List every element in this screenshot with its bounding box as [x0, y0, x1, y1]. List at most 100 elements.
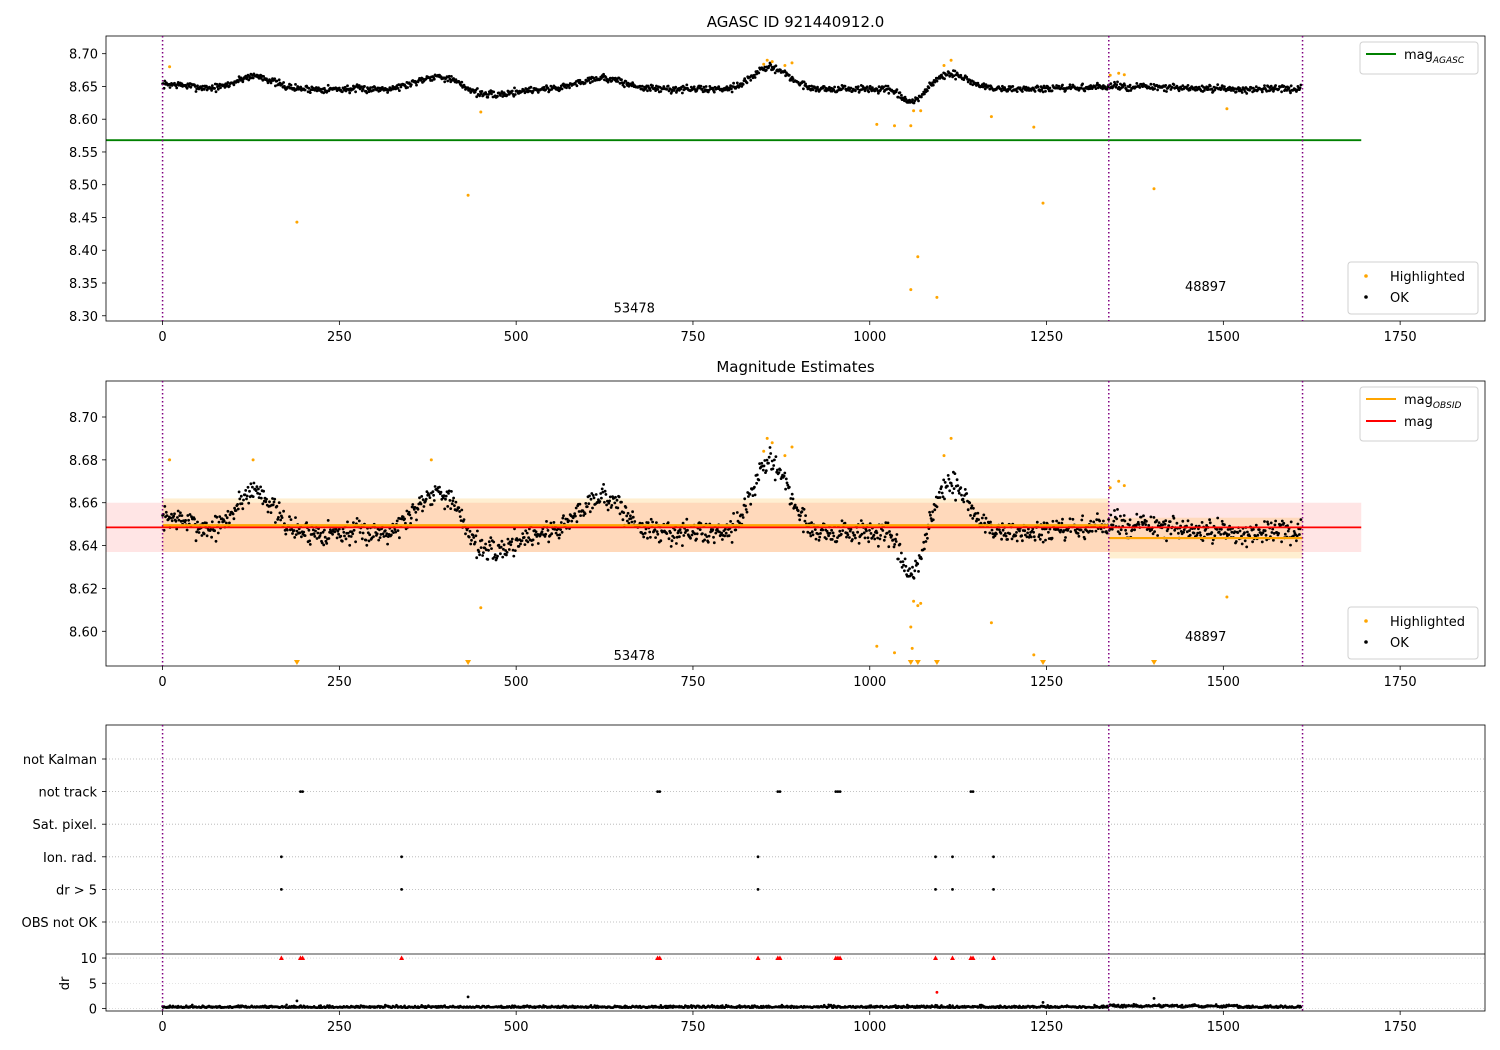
- ok-point: [965, 492, 969, 495]
- ok-point: [711, 86, 715, 90]
- ok-point: [284, 532, 288, 536]
- ok-point: [1263, 529, 1267, 533]
- ok-point: [938, 76, 942, 80]
- ok-point: [172, 514, 176, 518]
- highlighted-point: [1032, 653, 1036, 657]
- ok-point: [1018, 529, 1021, 533]
- ok-point: [449, 507, 453, 510]
- ok-point: [679, 531, 683, 534]
- ok-point: [931, 83, 935, 87]
- flag-point: [969, 790, 973, 793]
- ok-point: [1186, 84, 1190, 87]
- ok-point: [912, 101, 916, 105]
- ok-point: [1230, 530, 1234, 534]
- ok-point: [367, 539, 371, 543]
- ok-point: [901, 560, 905, 563]
- ok-point: [1298, 86, 1302, 90]
- ok-point: [610, 504, 614, 507]
- ok-point: [547, 540, 551, 544]
- ok-point: [1089, 519, 1093, 523]
- highlighted-point: [1152, 187, 1156, 191]
- clipped-marker: [914, 660, 921, 665]
- ok-point: [558, 533, 562, 537]
- ok-point: [414, 510, 418, 514]
- ok-point: [348, 91, 352, 95]
- legend-label-subscript: OBSID: [1433, 401, 1462, 411]
- ok-point: [769, 452, 773, 455]
- ok-point: [509, 543, 513, 547]
- ok-point: [201, 522, 205, 525]
- ok-point: [168, 86, 172, 89]
- ok-point: [879, 534, 882, 537]
- ok-point: [1018, 86, 1022, 90]
- highlighted-point: [916, 255, 920, 259]
- ok-point: [1011, 85, 1015, 88]
- ok-point: [758, 462, 761, 465]
- ok-point: [477, 550, 481, 554]
- ok-point: [506, 537, 510, 541]
- x-tick-label: 0: [158, 1020, 166, 1035]
- ok-point: [894, 90, 898, 94]
- ok-point: [307, 528, 311, 532]
- ok-point: [1213, 88, 1217, 92]
- ok-point: [738, 84, 741, 88]
- dr-capped-marker: [837, 955, 843, 961]
- ok-point: [405, 509, 409, 513]
- ok-point: [233, 506, 237, 510]
- ok-point: [517, 544, 521, 548]
- ok-point: [890, 534, 894, 537]
- ok-point: [767, 461, 770, 465]
- ok-point: [1142, 521, 1146, 524]
- ok-point: [1173, 528, 1177, 532]
- ok-point: [1210, 531, 1214, 534]
- plot-area: [106, 58, 1362, 299]
- ok-point: [1057, 521, 1061, 525]
- ok-point: [600, 496, 603, 500]
- ok-point: [1295, 88, 1299, 92]
- ok-point: [1008, 532, 1012, 536]
- ok-point: [421, 498, 425, 502]
- dr-point: [191, 1003, 194, 1007]
- ok-point: [885, 87, 889, 91]
- x-tick-label: 500: [504, 1020, 529, 1035]
- ok-point: [603, 500, 606, 504]
- ok-point: [352, 521, 355, 524]
- ok-point: [743, 497, 747, 501]
- dr-tick-label: 0: [89, 1002, 97, 1017]
- ok-point: [236, 507, 240, 511]
- ok-point: [560, 530, 564, 534]
- ok-point: [769, 63, 773, 67]
- flag-row-label: dr > 5: [56, 883, 97, 898]
- ok-point: [398, 89, 401, 92]
- ok-point: [251, 485, 254, 489]
- ok-point: [821, 528, 825, 532]
- ok-point: [1172, 516, 1176, 520]
- ok-point: [1096, 86, 1100, 90]
- ok-point: [218, 515, 222, 518]
- ok-point: [561, 516, 565, 520]
- dr-point: [589, 1004, 593, 1007]
- legend-label-main: mag: [1404, 48, 1433, 63]
- ok-point: [543, 535, 547, 538]
- ok-point: [755, 481, 758, 485]
- ok-point: [384, 534, 388, 538]
- ok-point: [346, 531, 350, 535]
- ok-point: [432, 499, 436, 502]
- ok-point: [1038, 537, 1042, 541]
- ok-point: [771, 467, 775, 471]
- ok-point: [968, 501, 972, 505]
- ok-point: [1287, 86, 1291, 90]
- ok-point: [1240, 542, 1244, 546]
- ok-point: [385, 532, 389, 535]
- ok-point: [843, 84, 847, 88]
- ok-point: [424, 497, 428, 501]
- ok-point: [913, 569, 917, 573]
- ok-point: [510, 89, 514, 93]
- ok-point: [631, 515, 635, 519]
- ok-point: [959, 73, 963, 77]
- ok-point: [1135, 512, 1139, 516]
- ok-point: [1004, 534, 1008, 538]
- ok-point: [499, 552, 502, 556]
- ok-point: [505, 93, 509, 97]
- ok-point: [476, 87, 479, 90]
